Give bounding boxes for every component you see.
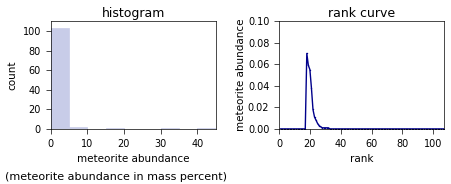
- Title: rank curve: rank curve: [328, 7, 395, 20]
- Bar: [106, 128, 124, 129]
- X-axis label: meteorite abundance: meteorite abundance: [77, 154, 189, 164]
- Title: histogram: histogram: [101, 7, 165, 20]
- Bar: [51, 28, 69, 129]
- Bar: [197, 128, 216, 129]
- Bar: [69, 127, 87, 129]
- Bar: [161, 128, 179, 129]
- Text: (meteorite abundance in mass percent): (meteorite abundance in mass percent): [5, 172, 226, 182]
- X-axis label: rank: rank: [350, 154, 373, 164]
- Y-axis label: count: count: [7, 60, 17, 90]
- Y-axis label: meteorite abundance: meteorite abundance: [236, 19, 246, 131]
